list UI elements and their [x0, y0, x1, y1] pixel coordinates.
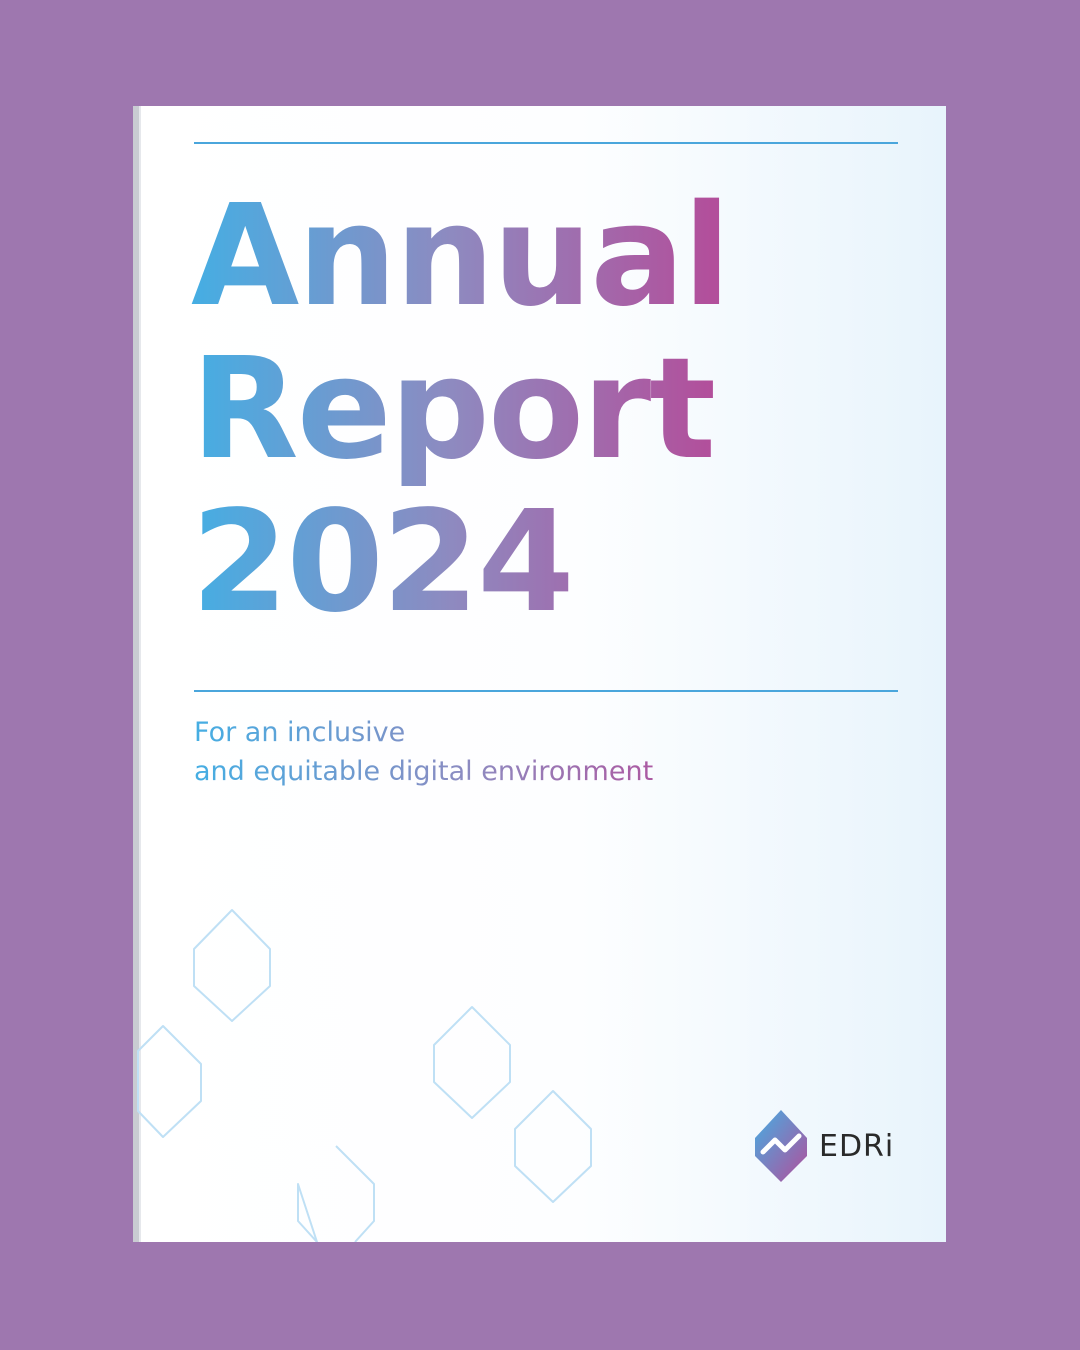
decorative-hexagons: [137, 909, 592, 1242]
subtitle-line-1: For an inclusive: [194, 713, 653, 752]
hexagon-shape: [514, 1090, 592, 1203]
edri-wordmark: EDRi: [819, 1128, 895, 1164]
hexagon-shape: [193, 909, 271, 1022]
title-line-3: 2024: [191, 486, 729, 639]
report-cover: Annual Report 2024 For an inclusive and …: [133, 106, 946, 1242]
top-divider: [194, 142, 898, 144]
edri-logo: EDRi: [753, 1108, 894, 1184]
edri-logo-icon: [755, 1110, 807, 1182]
subtitle-line-2: and equitable digital environment: [194, 752, 653, 791]
cover-subtitle: For an inclusive and equitable digital e…: [194, 713, 653, 791]
title-line-1: Annual: [191, 175, 731, 338]
cover-title: Annual Report 2024: [191, 175, 731, 639]
hexagon-shape: [433, 1006, 511, 1119]
middle-divider: [194, 690, 898, 692]
title-line-2: Report: [191, 333, 729, 486]
hexagon-shape: [297, 1145, 375, 1242]
hexagon-shape: [137, 1025, 202, 1138]
